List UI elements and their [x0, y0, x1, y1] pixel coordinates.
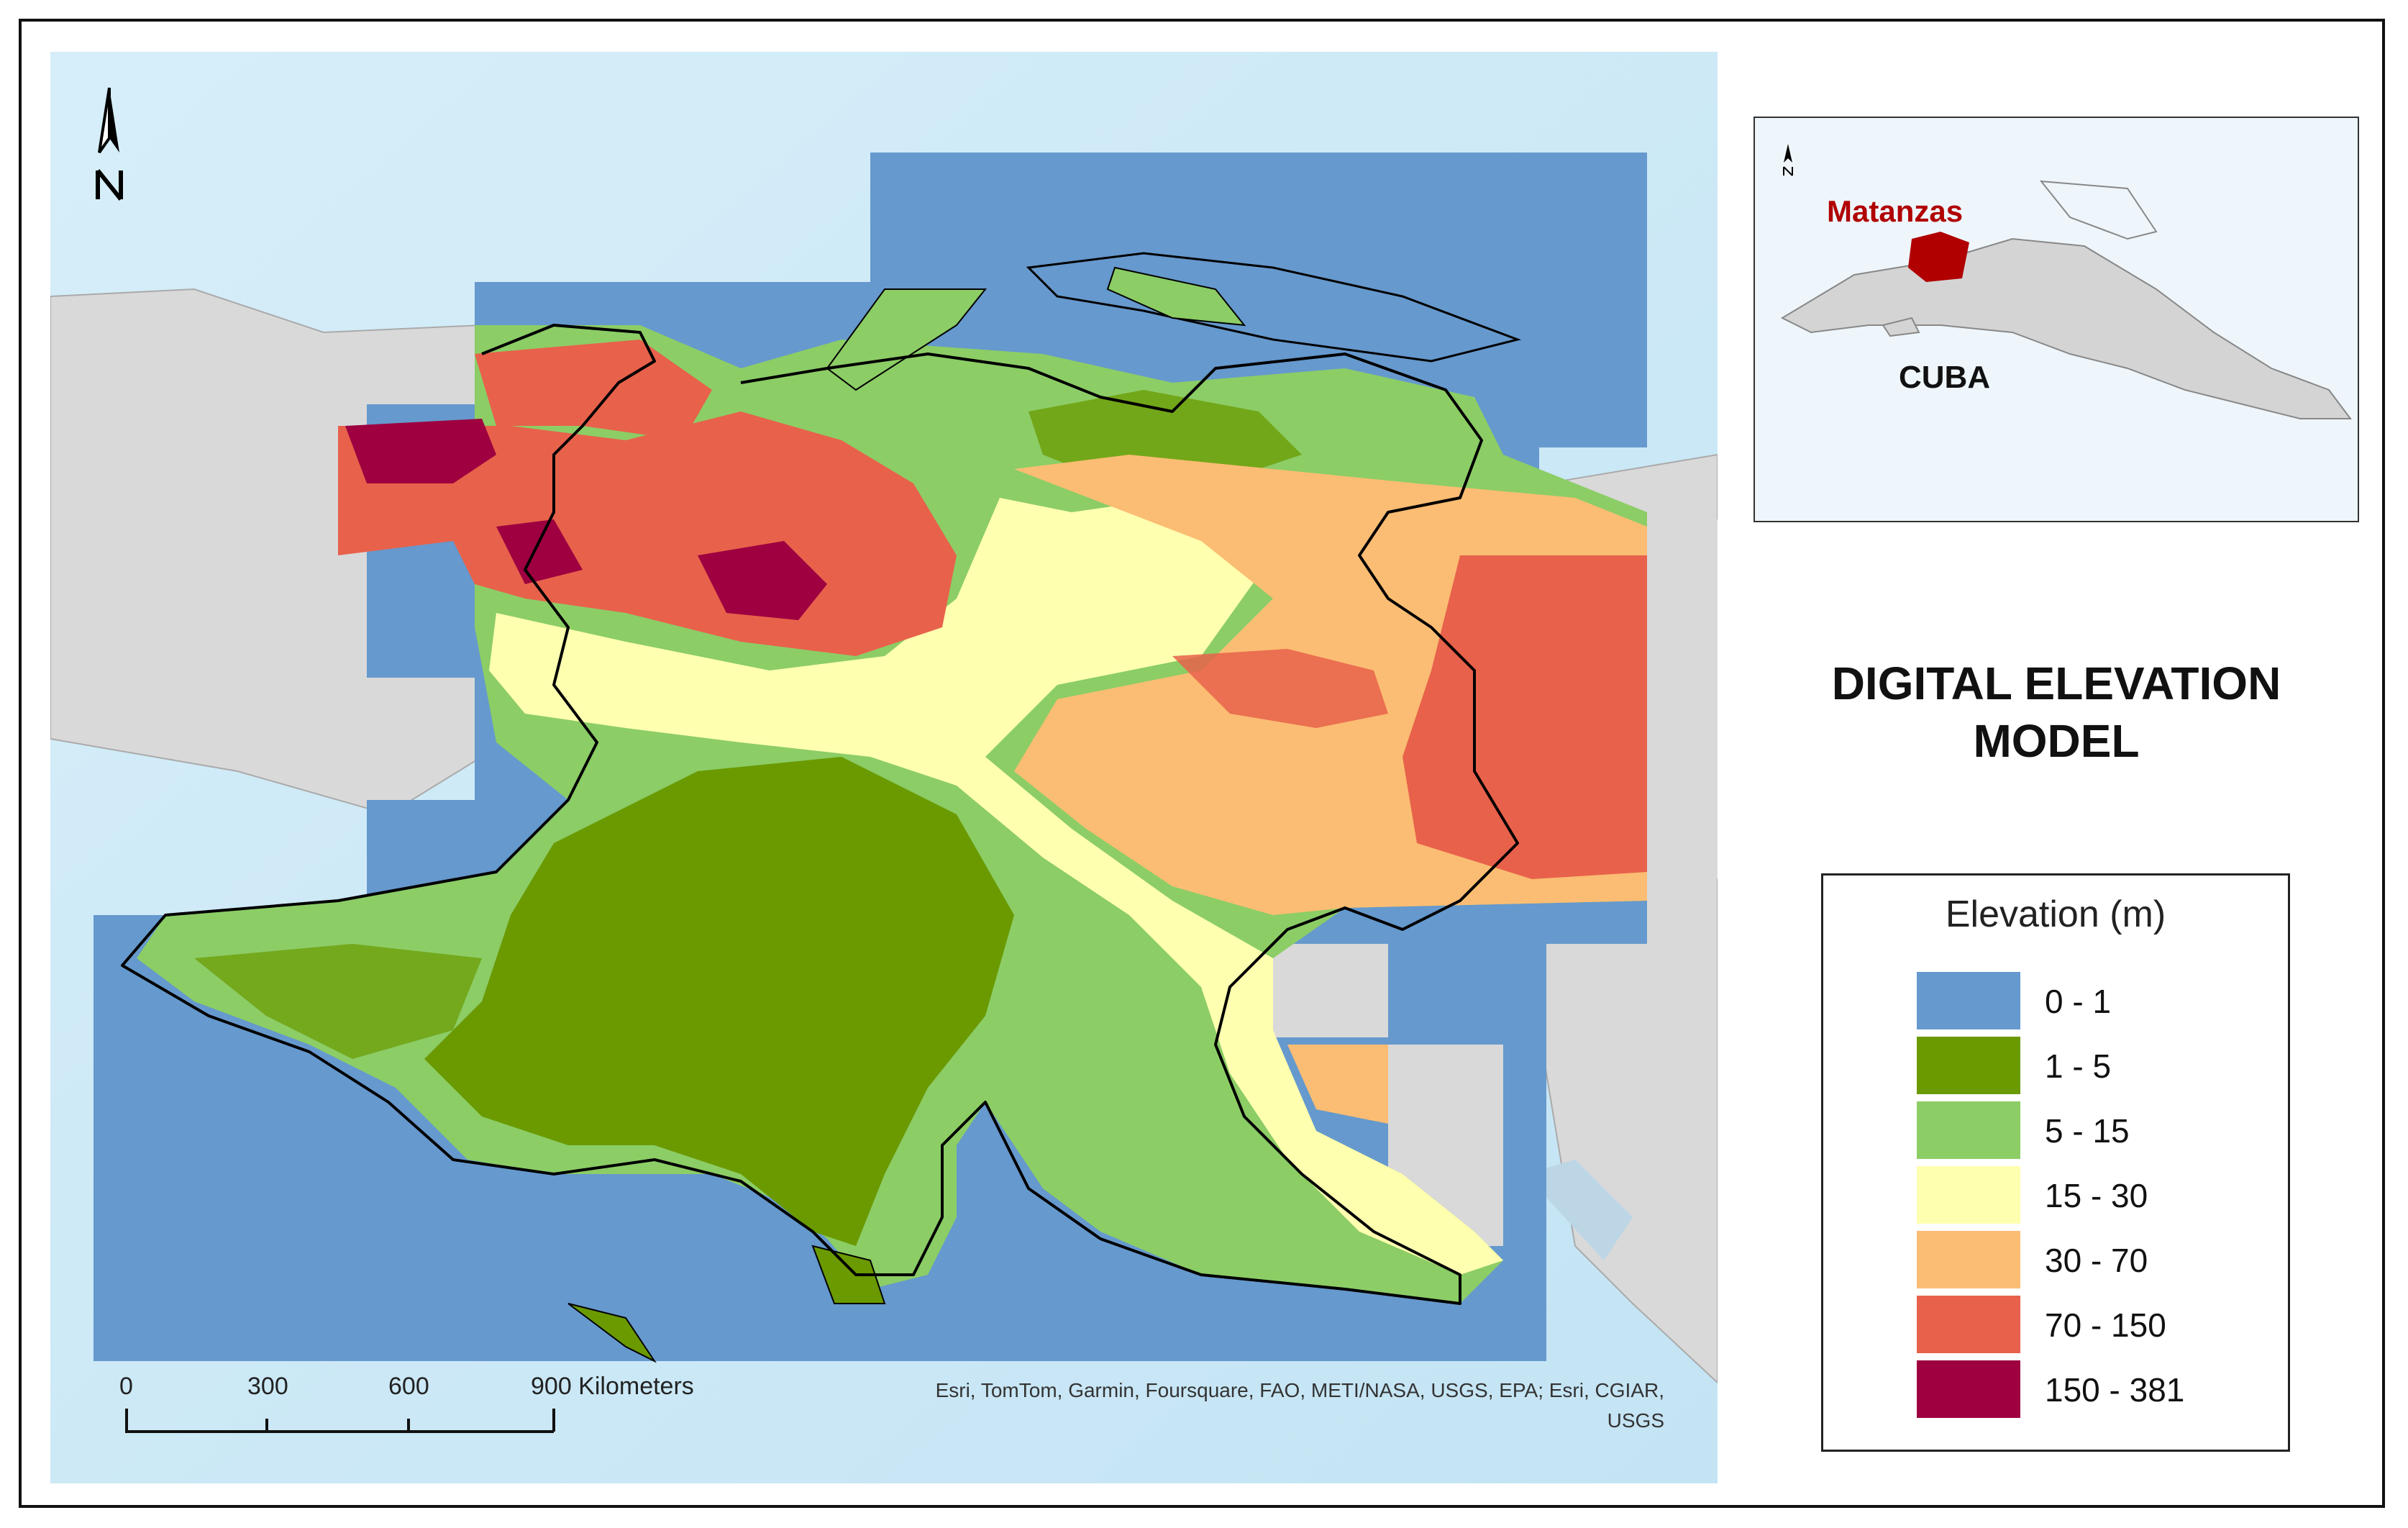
legend-swatch [1917, 1231, 2020, 1288]
legend-swatch [1917, 1166, 2020, 1224]
dem-raster [94, 153, 1718, 1363]
map-title-line-2: MODEL [1973, 715, 2140, 767]
map-title-line-1: DIGITAL ELEVATION [1831, 658, 2281, 709]
legend-label: 30 - 70 [2045, 1242, 2148, 1279]
legend-swatch [1917, 1037, 2020, 1094]
legend-swatch [1917, 972, 2020, 1029]
inset-map-canvas [1753, 117, 2359, 522]
legend-label: 1 - 5 [2045, 1047, 2112, 1085]
attribution-line-2: USGS [1607, 1409, 1664, 1432]
north-arrow-icon [88, 81, 131, 203]
elevation-map-canvas [50, 52, 1718, 1483]
legend-label: 15 - 30 [2045, 1177, 2148, 1214]
attribution-line-1: Esri, TomTom, Garmin, Foursquare, FAO, M… [935, 1379, 1664, 1401]
scale-label-0: 0 [119, 1373, 133, 1400]
cuba-outline [1780, 237, 2352, 419]
scale-bar [125, 1409, 555, 1433]
elevation-legend: Elevation (m) 0 - 1 1 - 5 5 - 15 15 - 30… [1821, 873, 2290, 1452]
scale-label-600: 600 [388, 1373, 429, 1400]
legend-label: 150 - 381 [2045, 1371, 2185, 1409]
figure-frame [19, 19, 2385, 1508]
scale-label-900: 900 Kilometers [531, 1373, 694, 1400]
legend-label: 70 - 150 [2045, 1306, 2166, 1344]
inset-north-arrow-icon [1783, 144, 1793, 176]
matanzas-highlight [1908, 232, 1969, 282]
inset-map[interactable] [1753, 117, 2359, 522]
legend-swatch [1917, 1101, 2020, 1159]
map-attribution: Esri, TomTom, Garmin, Foursquare, FAO, M… [791, 1375, 1664, 1436]
east-island [1525, 1160, 1633, 1260]
legend-swatch [1917, 1360, 2020, 1418]
province-boundary [121, 324, 1519, 1305]
inset-label-cuba: CUBA [1899, 360, 1991, 395]
inset-label-matanzas: Matanzas [1827, 194, 1964, 228]
legend-label: 0 - 1 [2045, 983, 2112, 1020]
main-map[interactable] [50, 52, 1718, 1483]
legend-swatch [1917, 1296, 2020, 1353]
scale-label-300: 300 [247, 1373, 288, 1400]
legend-label: 5 - 15 [2045, 1112, 2130, 1150]
map-title: DIGITAL ELEVATION MODEL [1753, 655, 2359, 770]
legend-title: Elevation (m) [1945, 893, 2166, 935]
